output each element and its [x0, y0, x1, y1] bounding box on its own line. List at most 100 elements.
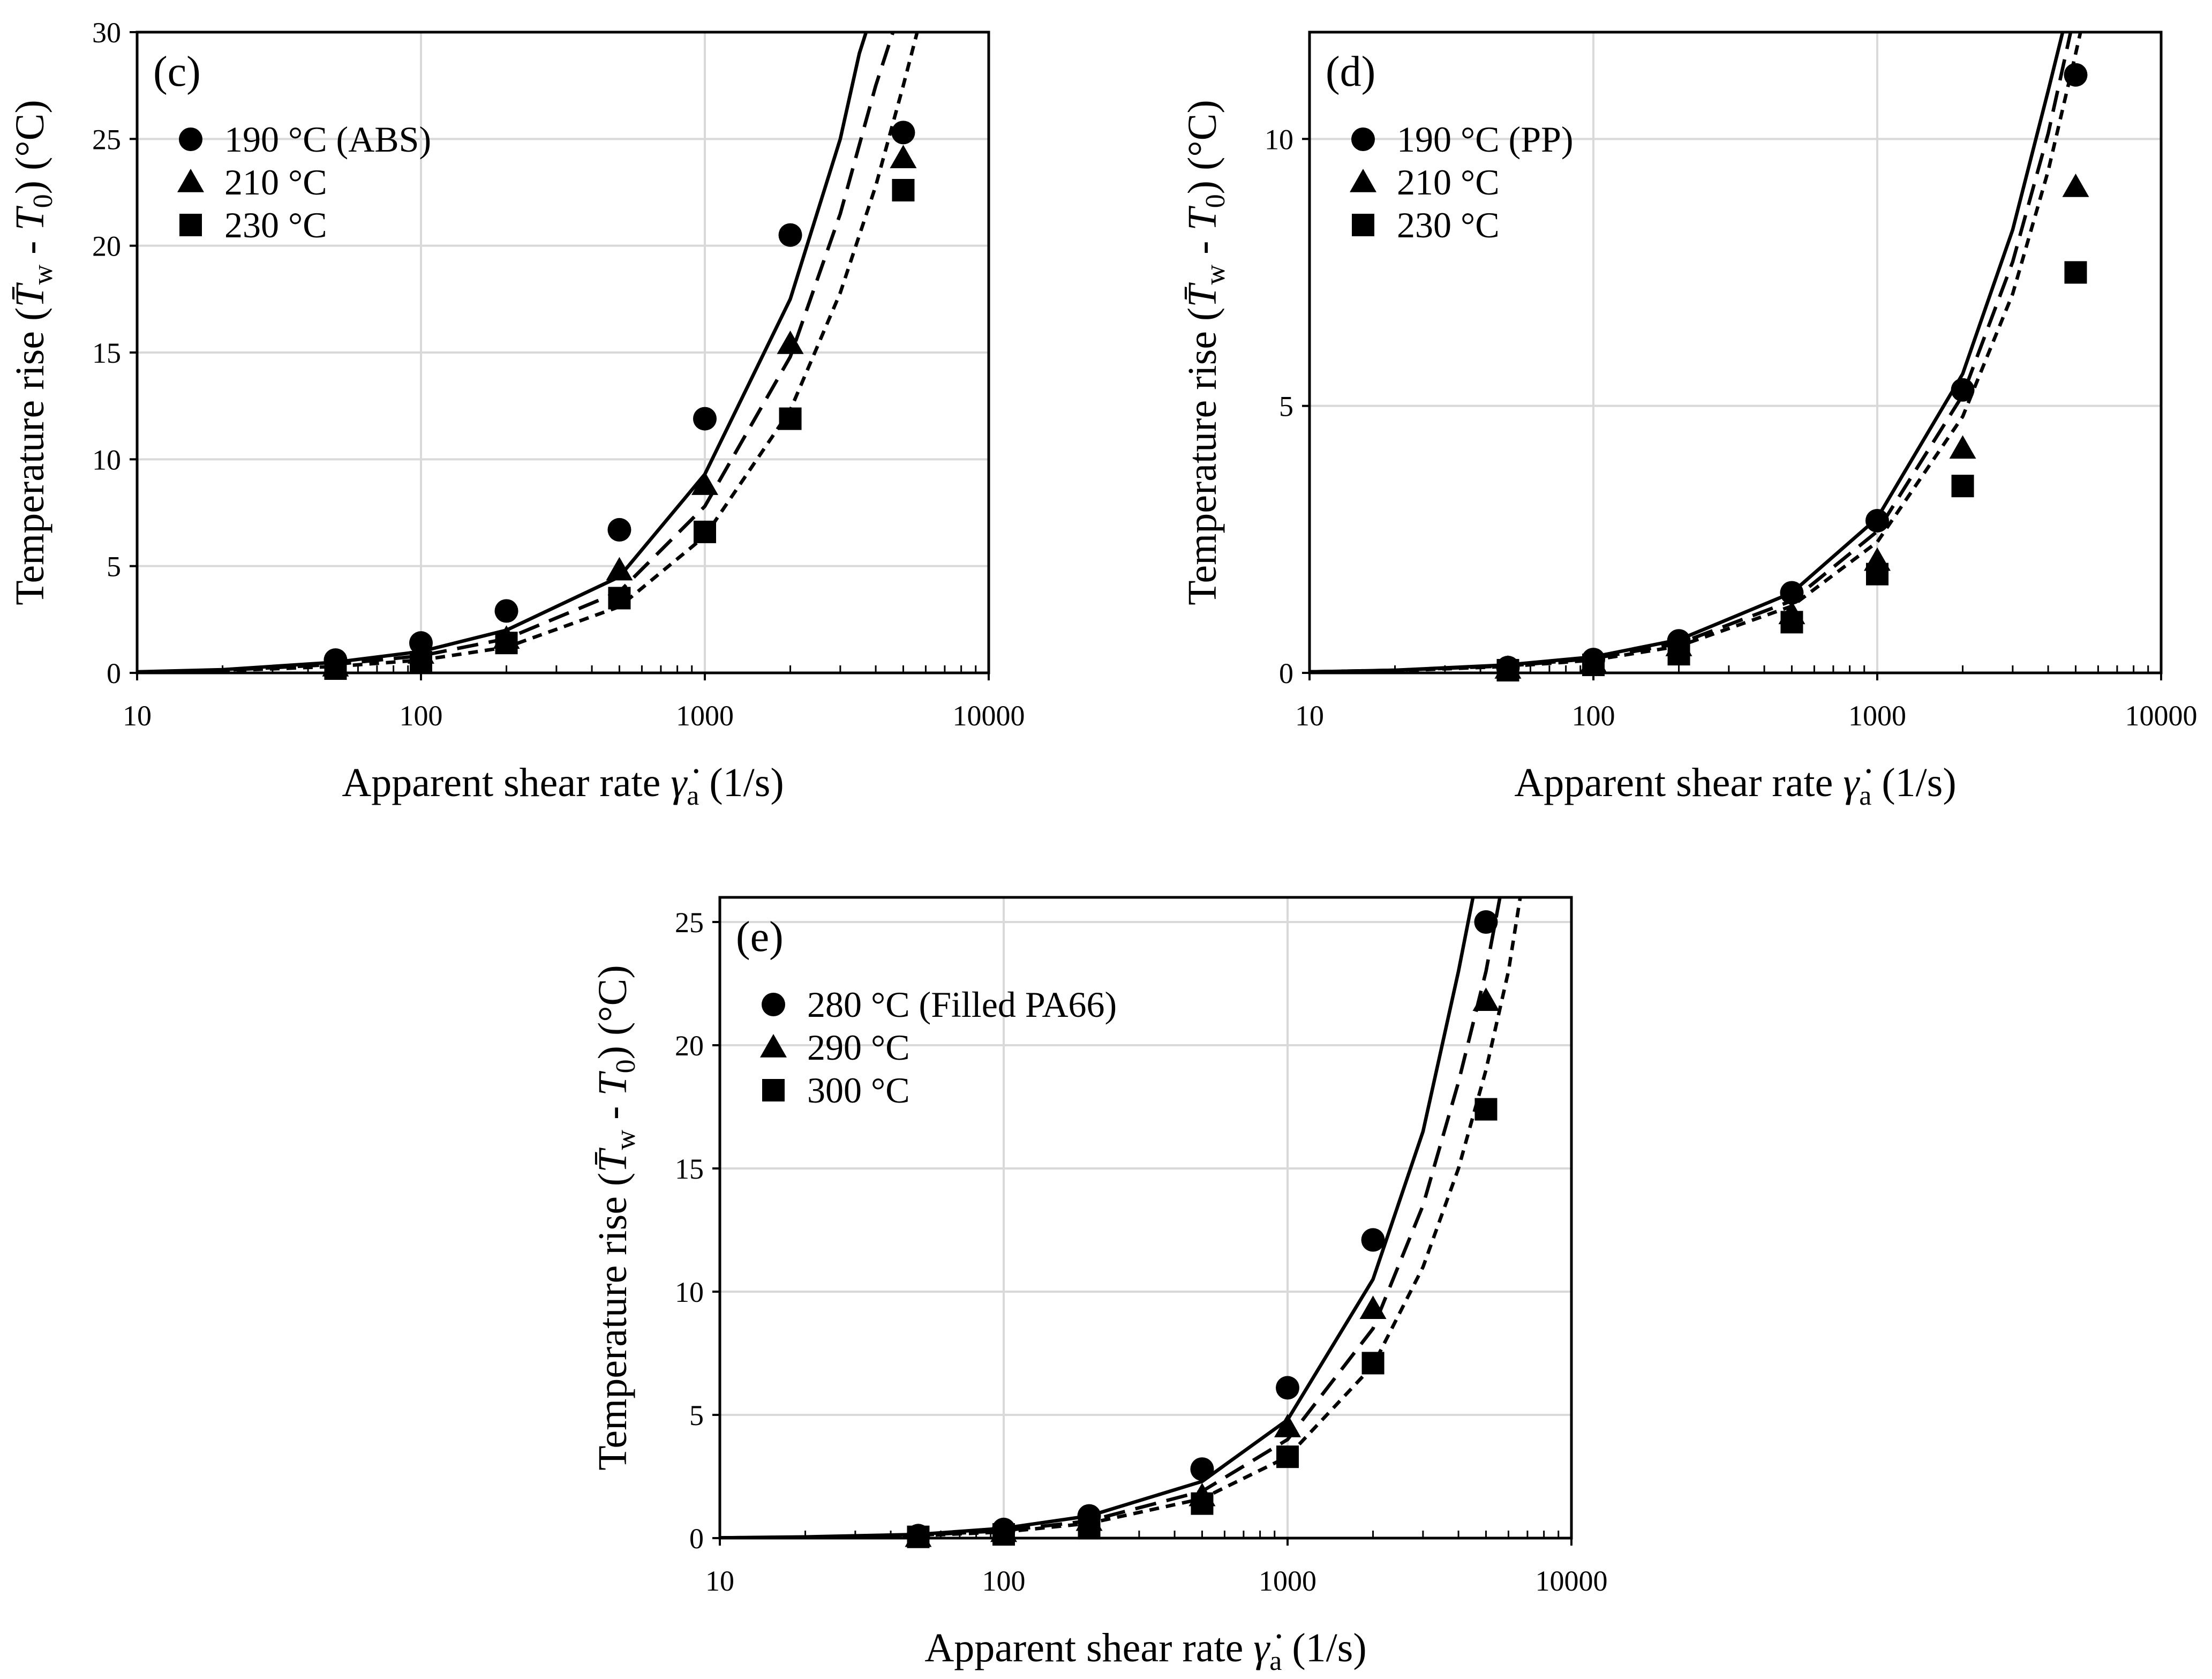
legend-item: 190 °C (PP) [1351, 119, 1573, 160]
y-tick-label: 25 [92, 123, 121, 155]
data-point-circle [1865, 508, 1889, 533]
chart-panel-c: 0 5 10 15 20 25 30 10 100 1000 10000 (c) 190 °C (ABS… [7, 17, 1025, 811]
plot-frame [1308, 31, 2163, 674]
y-axis-label-text: Temperature rise ( [1180, 308, 1225, 605]
data-point-circle [2064, 63, 2088, 87]
legend-item: 300 °C [762, 1070, 910, 1111]
data-point-square [1951, 475, 1974, 498]
y-tick-label: 15 [92, 337, 121, 369]
y-tick-label: 0 [1279, 657, 1293, 689]
model-curve-long-dash [720, 897, 1502, 1538]
x-tick-label: 10 [123, 700, 152, 732]
chart-panel-d: 0 5 10 10 100 1000 10000 (d) 190 °C (PP)210 °C23… [1180, 31, 2198, 811]
y-tick-label: 0 [689, 1523, 704, 1555]
legend-marker-square [1352, 214, 1374, 236]
model-curves [720, 897, 1522, 1538]
data-point-triangle [1359, 1295, 1387, 1319]
y-axis-label-subscript: 0 [1200, 194, 1231, 208]
y-axis-label: Temperature rise (T̄w - T0) (°C) [1180, 100, 1231, 605]
legend-item: 280 °C (Filled PA66) [762, 984, 1117, 1025]
gridlines [720, 897, 1571, 1538]
data-point-triangle [890, 145, 917, 168]
data-point-square [892, 179, 915, 202]
y-tick-label: 5 [689, 1399, 704, 1431]
legend-marker-triangle [177, 169, 204, 192]
data-points [905, 910, 1500, 1548]
legend-label: 230 °C [1397, 205, 1500, 245]
y-axis-label-subscript: w [28, 264, 58, 284]
x-axis-label: Apparent shear rate γ̇a (1/s) [1514, 760, 1956, 811]
x-tick-label: 1000 [676, 700, 734, 732]
y-axis-label-var: T̄ [590, 1148, 635, 1173]
y-tick-label: 30 [92, 17, 121, 49]
x-axis-label-subscript: a [687, 781, 699, 811]
y-axis-label-var: T̄ [1180, 282, 1225, 308]
model-curve-short-dash [1310, 32, 2082, 673]
x-tick-label: 100 [400, 700, 443, 732]
legend-marker-triangle [1350, 169, 1376, 192]
x-tick-label: 10000 [1536, 1565, 1608, 1597]
x-axis-label-text: Apparent shear rate [924, 1625, 1253, 1670]
y-tick-label: 15 [675, 1153, 704, 1185]
panel-label: (d) [1326, 48, 1375, 95]
legend-label: 280 °C (Filled PA66) [807, 984, 1117, 1025]
data-point-circle [778, 223, 802, 247]
y-tick-label: 10 [1265, 123, 1293, 155]
data-point-square [779, 407, 802, 430]
data-point-triangle [1472, 987, 1500, 1011]
data-point-circle [1276, 1376, 1299, 1400]
legend-item: 230 °C [1352, 205, 1500, 245]
data-point-triangle [777, 331, 804, 354]
y-tick-label: 5 [1279, 391, 1293, 423]
legend-marker-circle [179, 128, 202, 151]
y-axis-label-unit: ) (°C) [7, 100, 52, 194]
data-point-triangle [691, 471, 718, 495]
legend-label: 290 °C [807, 1027, 910, 1068]
y-axis-label-subscript: w [611, 1129, 641, 1150]
y-axis-label-text: Temperature rise ( [590, 1173, 635, 1471]
legend-item: 190 °C (ABS) [179, 119, 431, 160]
x-axis-label-unit: (1/s) [699, 760, 784, 805]
x-axis-label: Apparent shear rate γ̇a (1/s) [342, 760, 784, 811]
legend-item: 230 °C [179, 205, 327, 245]
legend-item: 290 °C [760, 1027, 910, 1068]
data-point-square [1866, 563, 1889, 586]
x-tick-label: 1000 [1848, 700, 1906, 732]
legend-label: 230 °C [224, 205, 327, 245]
data-point-square [1276, 1445, 1299, 1468]
x-tick-label: 1000 [1259, 1565, 1316, 1597]
x-tick-label: 10000 [2125, 700, 2198, 732]
y-axis-label-text: - [590, 1096, 635, 1130]
data-point-circle [494, 599, 518, 623]
data-point-circle [1361, 1228, 1385, 1252]
y-axis-label-text: - [7, 231, 52, 265]
panel-label: (e) [736, 913, 784, 961]
data-point-square [1191, 1492, 1214, 1515]
legend-marker-circle [762, 993, 785, 1016]
legend-item: 210 °C [177, 162, 327, 203]
legend-label: 210 °C [1397, 162, 1500, 203]
y-tick-label: 0 [107, 657, 121, 689]
x-axis-label-text: Apparent shear rate [1514, 760, 1843, 805]
y-tick-label: 20 [92, 230, 121, 263]
y-tick-label: 20 [675, 1030, 704, 1062]
data-point-square [495, 632, 518, 655]
legend-item: 210 °C [1350, 162, 1500, 203]
data-point-square [1078, 1517, 1101, 1540]
x-tick-label: 100 [1572, 700, 1615, 732]
data-point-circle [607, 518, 631, 542]
data-point-triangle [1274, 1414, 1301, 1437]
x-tick-label: 10000 [953, 700, 1025, 732]
x-axis-label-subscript: a [1859, 781, 1871, 811]
y-axis-label-var: T̄ [7, 282, 52, 308]
legend-marker-triangle [760, 1034, 787, 1058]
legend-label: 300 °C [807, 1070, 910, 1111]
data-point-circle [891, 121, 915, 145]
chart-panel-e: 0 5 10 15 20 25 10 100 1000 10000 (e) 280 °C (Fille… [590, 896, 1608, 1676]
data-point-square [608, 587, 631, 610]
y-axis-label-var: T [1180, 206, 1225, 231]
data-point-triangle [606, 557, 633, 581]
